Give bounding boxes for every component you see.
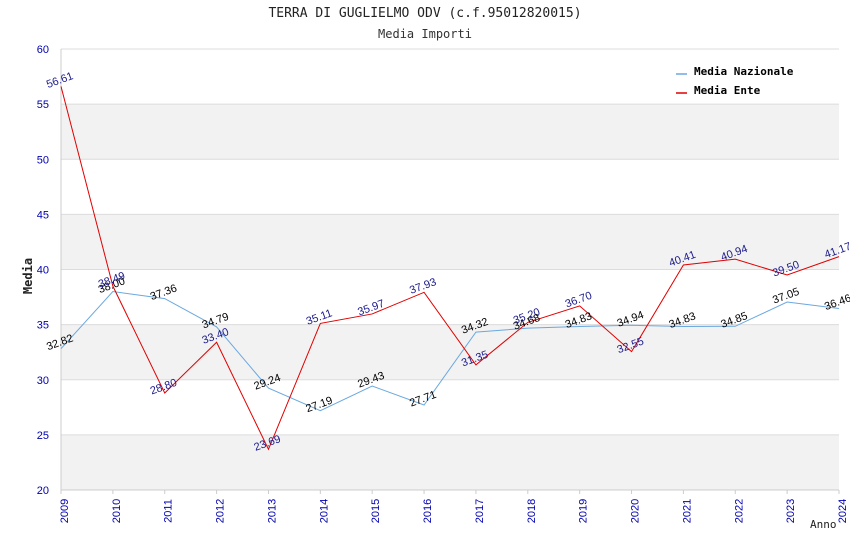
x-tick-label: 2020 — [630, 499, 642, 523]
y-tick-label: 30 — [37, 375, 49, 387]
legend-label: Media Nazionale — [694, 65, 794, 78]
grid-band — [61, 324, 839, 380]
grid-band — [61, 104, 839, 160]
chart-subtitle: Media Importi — [378, 27, 472, 41]
axes — [60, 49, 840, 494]
x-tick-label: 2016 — [422, 499, 434, 523]
y-tick-labels: 20 25 30 35 40 45 50 55 60 — [37, 44, 49, 497]
y-tick-label: 60 — [37, 44, 49, 56]
x-tick-labels: 2009 2010 2011 2012 2013 2014 2015 2016 2017 2018… — [59, 499, 849, 523]
x-tick-label: 2019 — [578, 499, 590, 523]
data-label: 27.71 — [408, 389, 438, 410]
x-tick-label: 2012 — [215, 499, 227, 523]
x-tick-label: 2014 — [318, 499, 330, 523]
x-tick-label: 2021 — [681, 499, 693, 523]
data-label: 36.46 — [823, 292, 850, 313]
legend-box — [670, 60, 810, 102]
y-tick-label: 20 — [37, 485, 49, 497]
grid-lines — [61, 48, 839, 491]
x-axis-label: Anno — [810, 518, 837, 531]
series-lines — [60, 86, 840, 451]
series-line-media-nazionale — [60, 291, 840, 412]
y-tick-label: 50 — [37, 154, 49, 166]
y-tick-label: 55 — [37, 99, 49, 111]
legend: Media Nazionale Media Ente — [670, 60, 810, 102]
x-tick-label: 2010 — [111, 499, 123, 523]
x-tick-label: 2017 — [474, 499, 486, 523]
x-tick-label: 2024 — [837, 499, 849, 523]
data-label: 35.97 — [356, 298, 386, 319]
grid-band — [61, 214, 839, 270]
data-label: 37.36 — [149, 282, 179, 303]
y-tick-label: 25 — [37, 430, 49, 442]
x-tick-label: 2009 — [59, 499, 71, 523]
data-label: 27.19 — [304, 395, 334, 416]
series-line-media-ente — [60, 86, 840, 451]
x-tick-label: 2015 — [370, 499, 382, 523]
x-tick-label: 2013 — [266, 499, 278, 523]
legend-label: Media Ente — [694, 84, 761, 97]
grid-band — [61, 434, 839, 490]
x-tick-label: 2018 — [526, 499, 538, 523]
y-tick-label: 45 — [37, 209, 49, 221]
y-axis-label: Media — [21, 258, 35, 294]
data-label: 56.61 — [45, 70, 75, 91]
data-label: 36.70 — [564, 290, 594, 311]
x-tick-label: 2011 — [163, 499, 175, 523]
chart-title: TERRA DI GUGLIELMO ODV (c.f.95012820015) — [268, 6, 582, 21]
x-tick-label: 2022 — [733, 499, 745, 523]
grid-bands — [61, 104, 839, 490]
data-label: 37.93 — [408, 276, 438, 297]
y-tick-label: 35 — [37, 320, 49, 332]
x-tick-label: 2023 — [785, 499, 797, 523]
y-tick-label: 40 — [37, 265, 49, 277]
